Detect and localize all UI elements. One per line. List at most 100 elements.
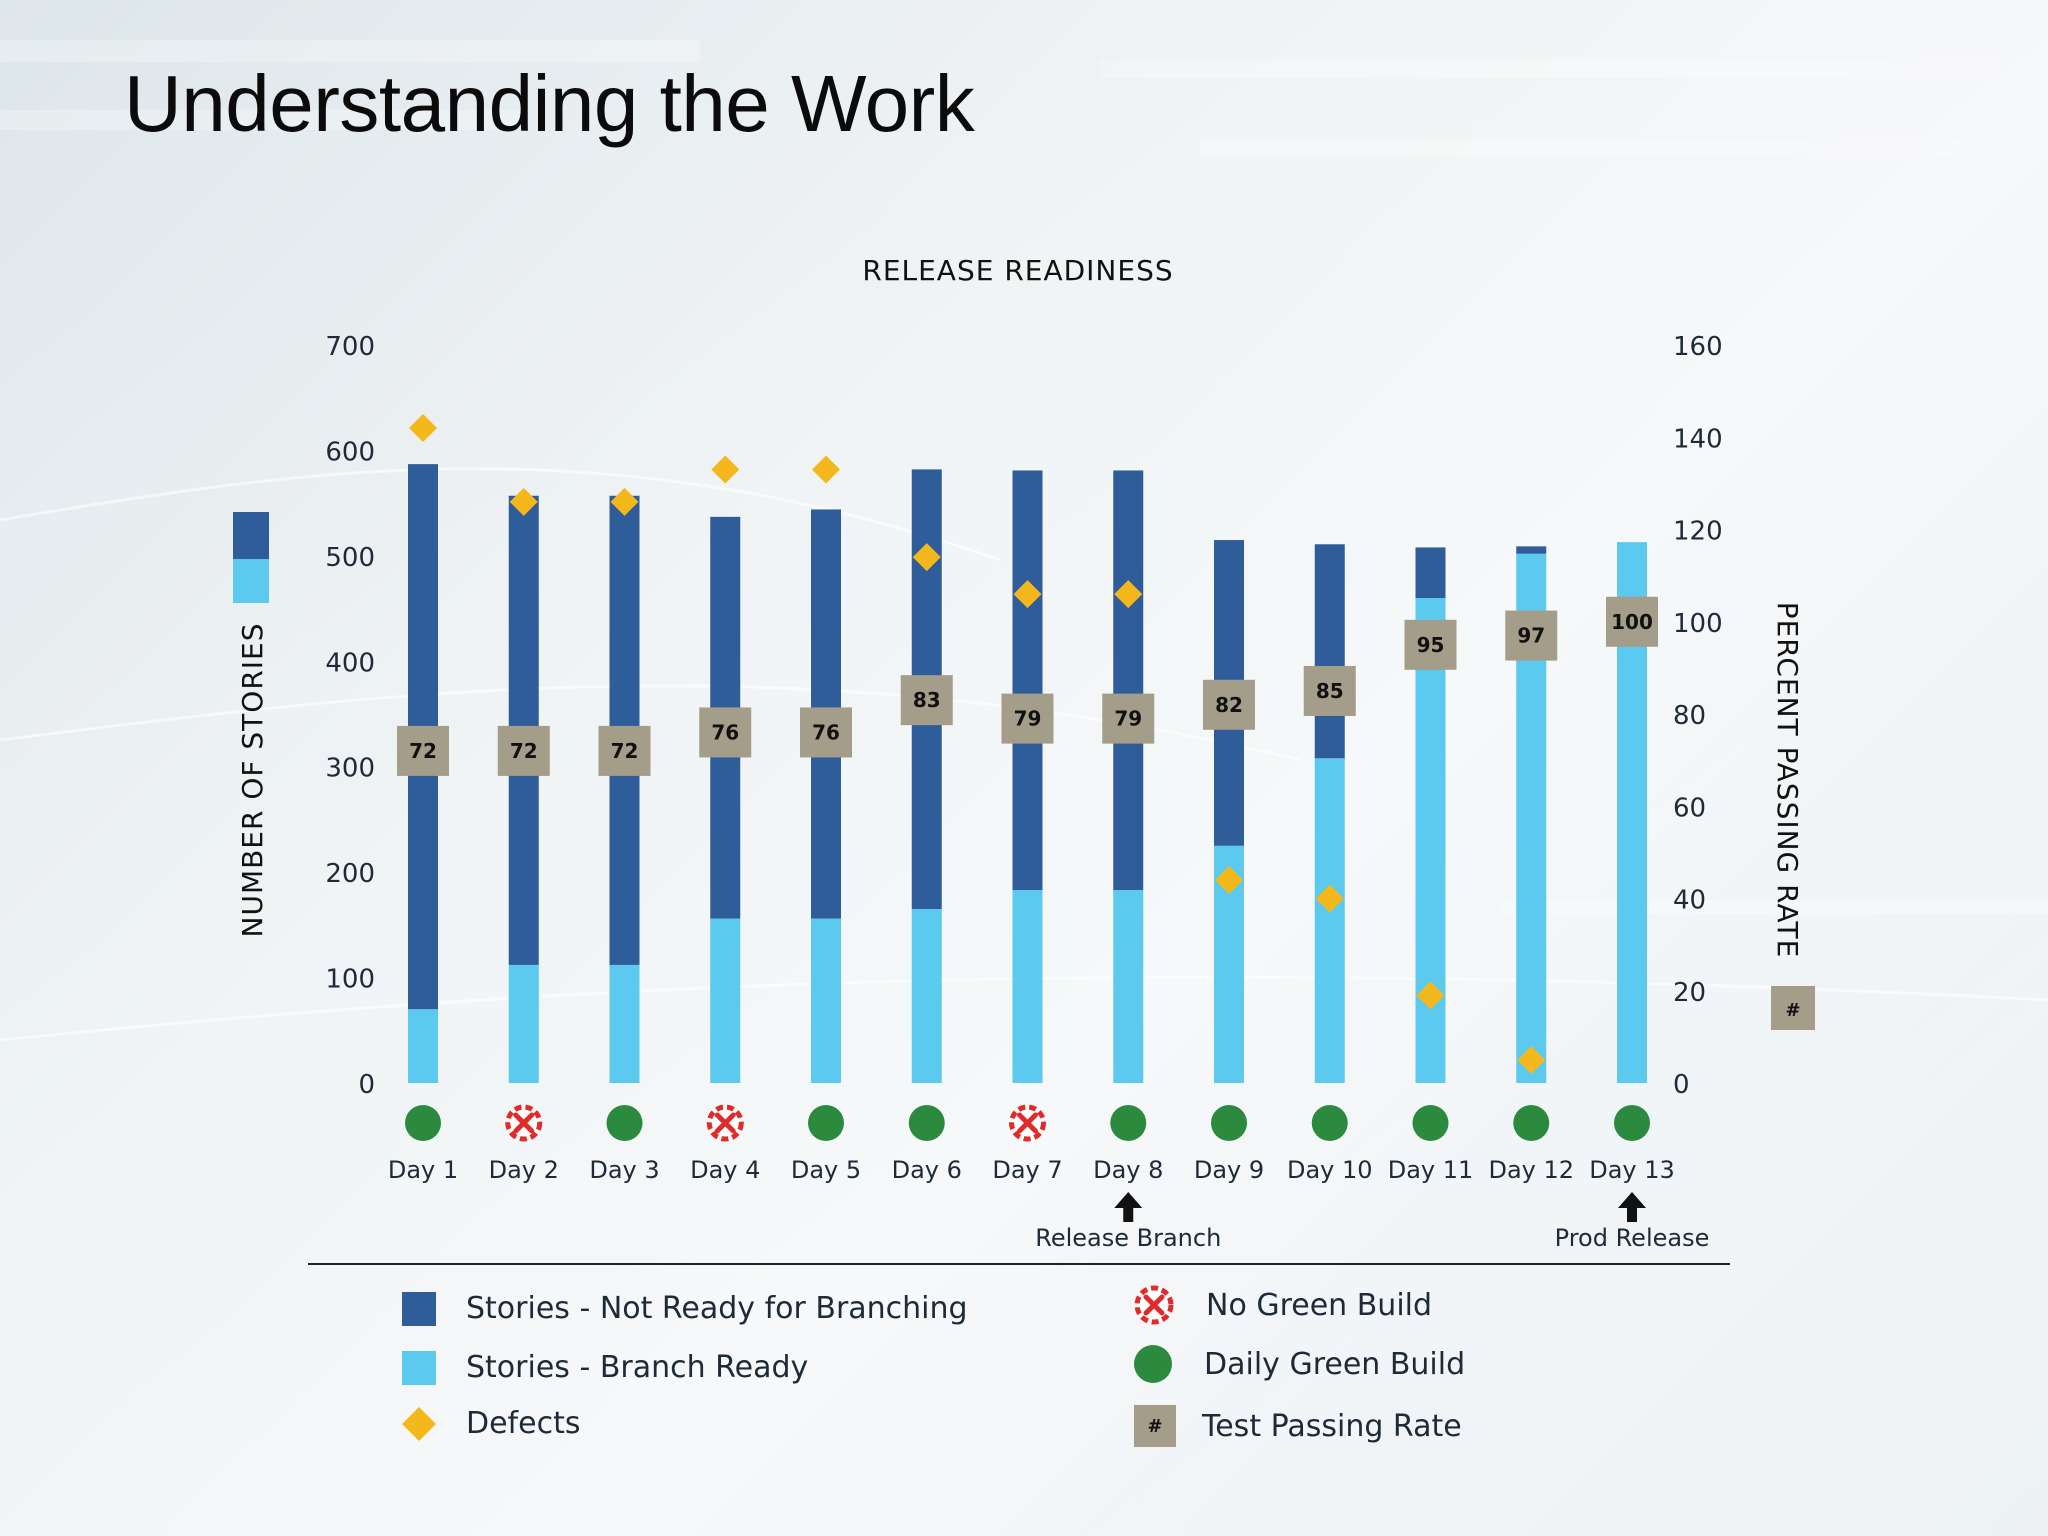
y2-tick-label: 60 [1673,793,1706,823]
x-tick-label: Day 1 [388,1156,458,1184]
x-tick-label: Day 8 [1093,1156,1163,1184]
legend-defects-label: Defects [466,1406,581,1441]
legend-no-green-build-label: No Green Build [1206,1287,1433,1323]
defect-marker [1114,580,1143,609]
green-build-icon [1311,1105,1348,1141]
pass-rate-badge: 95 [1404,619,1457,670]
y-tick-label: 300 [325,754,375,784]
pass-rate-badge: 82 [1203,679,1255,730]
defect-marker [409,414,437,443]
annotation-label: Release Branch [1035,1224,1221,1252]
x-tick-label: Day 7 [992,1156,1062,1184]
y2-tick-label: 120 [1673,517,1723,547]
y2-tick-label: 80 [1673,701,1706,731]
y-axis-color-key [233,512,269,603]
defect-marker [1517,1045,1546,1074]
green-build-icon [1513,1105,1550,1141]
svg-text:#: # [1785,1000,1800,1021]
defect-marker [912,543,941,572]
pass-rate-badge: 79 [1001,693,1054,744]
defect-marker [1013,580,1042,609]
bar-branch-ready [811,918,841,1083]
y-tick-label: 600 [325,437,375,467]
legend-branch-ready-swatch [402,1350,436,1385]
no-green-build-icon [1134,1285,1174,1325]
bar-not-ready [1314,544,1345,759]
pass-rate-badge: 85 [1303,665,1356,716]
diamond-icon [402,1406,436,1441]
green-build-icon [405,1105,441,1141]
y2-tick-label: 160 [1673,332,1723,362]
bar-branch-ready [408,1009,438,1083]
pass-rate-badge: 79 [1102,693,1155,744]
pass-rate-badge-label: 76 [711,720,739,744]
legend-test-passing-rate-label: Test Passing Rate [1202,1408,1462,1444]
annotation-label: Prod Release [1555,1224,1710,1252]
y2-tick-label: 100 [1673,609,1723,639]
bar-branch-ready [508,964,539,1083]
green-build-icon [1134,1345,1172,1383]
pass-rate-badge: 100 [1606,596,1658,647]
x-tick-label: Day 2 [489,1156,559,1184]
y-tick-label: 500 [325,543,375,573]
pass-rate-badge-label: 79 [1014,707,1042,731]
x-tick-label: Day 4 [690,1156,760,1184]
pass-rate-badge-label: 72 [409,739,437,763]
pass-rate-badge-label: 76 [812,720,840,744]
defect-marker [711,455,740,484]
y-tick-label: 0 [358,1070,375,1100]
pass-rate-badge: 97 [1505,610,1558,661]
y-tick-label: 100 [325,965,375,995]
green-build-icon [1614,1105,1650,1141]
bar-branch-ready [710,918,741,1083]
pass-rate-badge: 72 [497,725,550,776]
pass-rate-badge-label: 95 [1417,633,1445,657]
green-build-icon [606,1105,643,1141]
bar-not-ready [1113,470,1144,891]
bar-branch-ready [1415,598,1446,1083]
no-green-build-icon [505,1104,543,1142]
x-tick-label: Day 5 [791,1156,861,1184]
pass-rate-badge-label: 72 [510,739,538,763]
defect-marker [1315,884,1344,913]
y-tick-label: 400 [325,648,375,678]
bar-branch-ready [1113,890,1144,1083]
legend-not-ready-label: Stories - Not Ready for Branching [466,1291,968,1326]
y-tick-label: 200 [325,859,375,889]
bar-not-ready [1012,470,1043,891]
x-tick-label: Day 9 [1194,1156,1264,1184]
defect-marker [1215,866,1243,895]
legend-branch-ready: Stories - Branch Ready [402,1350,808,1385]
legend-defects: Defects [402,1406,580,1441]
x-tick-label: Day 12 [1488,1156,1574,1184]
green-build-icon [1110,1105,1147,1141]
defect-marker [1416,981,1445,1010]
green-build-icon [1412,1105,1449,1141]
y2-tick-label: 0 [1673,1070,1690,1100]
up-arrow-icon [1618,1192,1646,1222]
legend-test-passing-rate: # Test Passing Rate [1134,1405,1462,1447]
legend-daily-green-build-label: Daily Green Build [1204,1346,1466,1382]
legend-branch-ready-label: Stories - Branch Ready [466,1350,809,1385]
no-green-build-icon [706,1104,744,1142]
green-build-icon [808,1105,844,1141]
y2-tick-label: 20 [1673,978,1706,1008]
legend-not-ready: Stories - Not Ready for Branching [402,1291,968,1326]
pass-rate-badge-label: 79 [1114,707,1142,731]
bar-not-ready [1415,547,1446,599]
bar-branch-ready [609,964,640,1083]
legend-not-ready-swatch [402,1291,436,1326]
pass-rate-badge-label: 97 [1517,624,1545,648]
green-build-icon [1211,1105,1247,1141]
x-tick-label: Day 10 [1287,1156,1373,1184]
bar-not-ready [1516,546,1547,554]
pass-rate-badge: 72 [598,725,651,776]
pass-rate-badge-label: 100 [1611,610,1653,634]
chart-title: RELEASE READINESS [862,254,1173,287]
x-tick-label: Day 13 [1589,1156,1675,1184]
y2-axis-label: PERCENT PASSING RATE [1771,602,1804,959]
defect-marker [812,455,840,484]
legend-no-green-build: No Green Build [1134,1285,1432,1325]
pass-rate-badge-label: 83 [913,688,941,712]
